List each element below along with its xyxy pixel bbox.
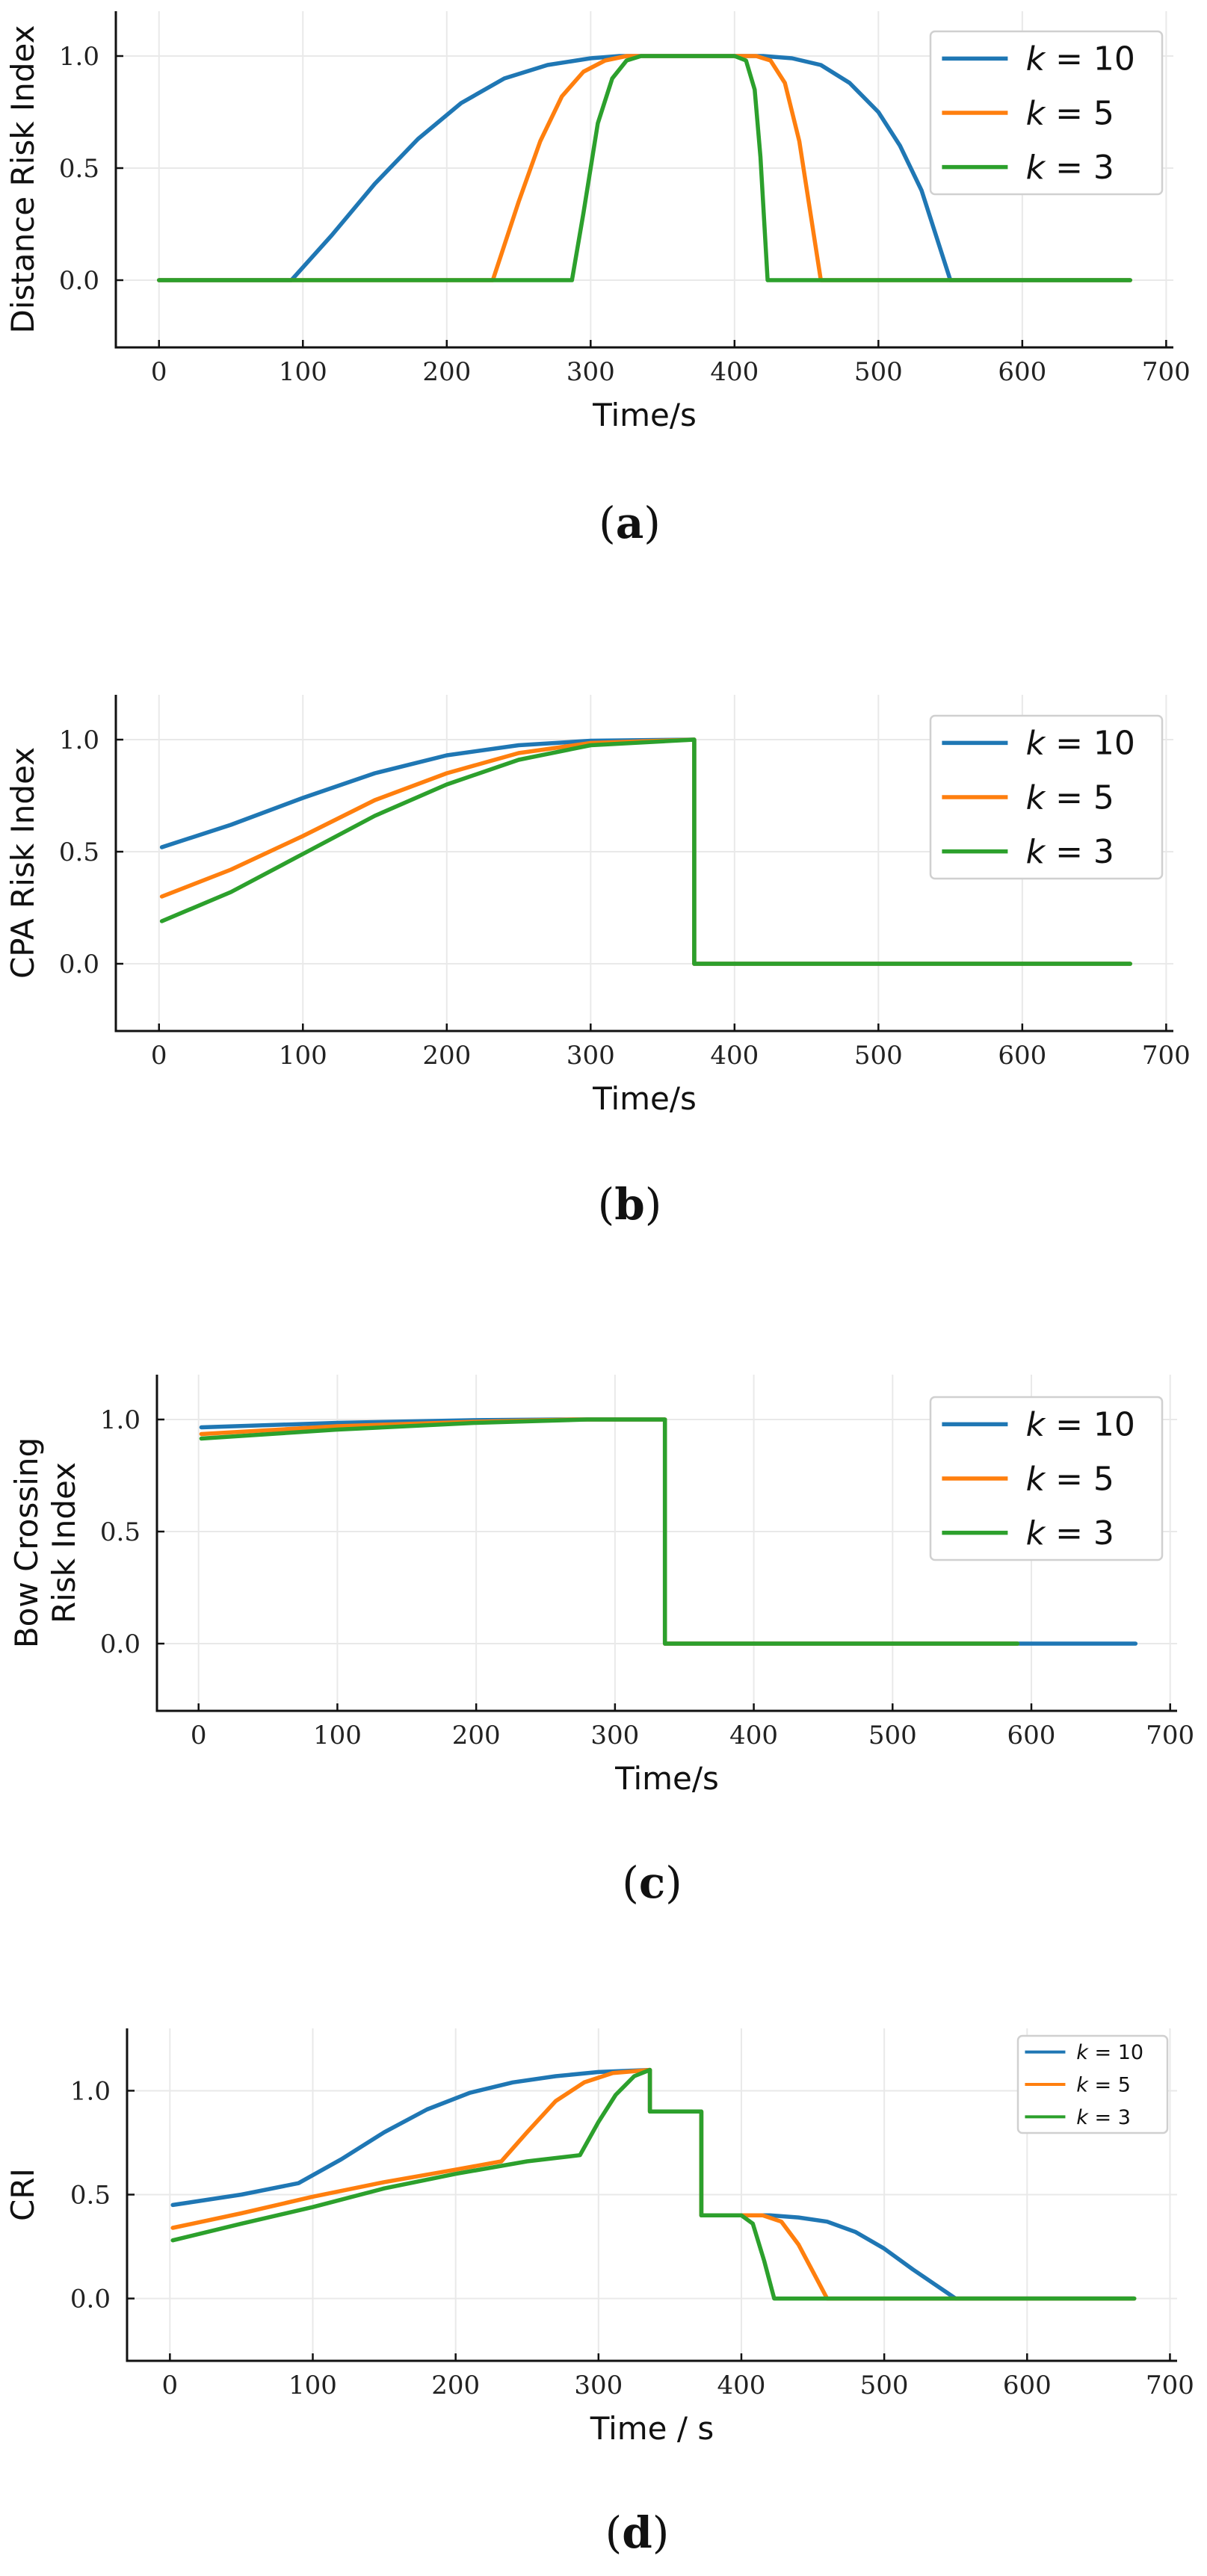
x-tick-label: 300 (567, 1041, 615, 1071)
x-tick-label: 600 (998, 1041, 1046, 1071)
x-tick-label: 700 (1146, 1721, 1194, 1750)
x-tick-label: 700 (1146, 2371, 1194, 2400)
y-tick-label: 0.5 (70, 2181, 111, 2211)
y-tick-label: 1.0 (100, 1405, 141, 1435)
series-line-k-5 (170, 2067, 1137, 2301)
x-tick-label: 600 (1007, 1721, 1056, 1750)
y-axis-label: Risk Index (46, 1462, 82, 1623)
series-line-k-10 (170, 2067, 1137, 2301)
panel-caption: (d) (605, 2507, 670, 2558)
x-tick-label: 100 (288, 2371, 337, 2400)
legend-frame (1016, 2034, 1169, 2134)
series-line-k-3 (199, 1417, 1020, 1646)
x-tick-label: 600 (1003, 2371, 1052, 2400)
x-axis-label: Time/s (592, 397, 697, 433)
legend-label: k = 3 (1026, 1514, 1114, 1552)
legend-label: k = 3 (1026, 833, 1114, 871)
legend-frame (929, 714, 1164, 880)
legend-label: k = 10 (1076, 2041, 1143, 2064)
y-tick-label: 0.5 (100, 1517, 141, 1547)
x-tick-label: 400 (717, 2371, 766, 2400)
legend-label: k = 5 (1026, 1460, 1114, 1498)
series-line-k-3 (157, 54, 1132, 282)
x-tick-label: 0 (151, 357, 167, 387)
x-tick-label: 400 (729, 1721, 778, 1750)
x-tick-label: 400 (710, 1041, 759, 1071)
y-tick-label: 0.0 (70, 2285, 111, 2315)
legend-label: k = 5 (1026, 94, 1114, 132)
y-tick-label: 0.5 (59, 837, 99, 867)
x-tick-label: 500 (868, 1721, 917, 1750)
x-tick-label: 400 (710, 357, 759, 387)
x-tick-label: 100 (313, 1721, 362, 1750)
series-line-k-5 (157, 54, 1132, 282)
x-axis-label: Time/s (614, 1760, 719, 1797)
legend: k = 10 k = 5 k = 3 (1016, 2034, 1169, 2134)
legend-label: k = 5 (1076, 2073, 1131, 2096)
y-tick-label: 0.0 (100, 1629, 141, 1659)
x-tick-label: 0 (191, 1721, 207, 1750)
x-tick-label: 200 (422, 1041, 471, 1071)
legend-label: k = 3 (1076, 2106, 1131, 2129)
panel-caption: (c) (622, 1857, 682, 1908)
legend-label: k = 10 (1026, 40, 1135, 78)
x-axis-label: Time/s (592, 1080, 697, 1117)
legend-frame (929, 30, 1164, 196)
x-tick-label: 200 (452, 1721, 501, 1750)
x-tick-label: 500 (860, 2371, 909, 2400)
x-tick-label: 200 (422, 357, 471, 387)
legend-frame (929, 1396, 1164, 1561)
x-tick-label: 500 (854, 1041, 903, 1071)
legend: k = 10 k = 5 k = 3 (929, 714, 1164, 880)
x-tick-label: 500 (854, 357, 903, 387)
legend: k = 10 k = 5 k = 3 (929, 30, 1164, 196)
x-tick-label: 600 (998, 357, 1046, 387)
x-axis-label: Time / s (590, 2410, 714, 2447)
series-line-k-3 (170, 2067, 1137, 2301)
x-tick-label: 100 (279, 357, 327, 387)
legend-label: k = 5 (1026, 778, 1114, 817)
x-tick-label: 300 (567, 357, 615, 387)
y-tick-label: 0.0 (59, 266, 99, 296)
x-tick-label: 300 (590, 1721, 639, 1750)
legend-label: k = 3 (1026, 149, 1114, 187)
panel-caption: (b) (598, 1179, 662, 1230)
chart-panel-a: 0 100 200 300 400 500 600 700 0.0 0.5 1.0 Time/s Dis… (4, 11, 1191, 548)
y-tick-label: 1.0 (59, 42, 99, 72)
x-tick-label: 0 (151, 1041, 167, 1071)
x-tick-label: 200 (431, 2371, 480, 2400)
chart-panel-c: 0 100 200 300 400 500 600 700 0.0 0.5 1.0 Time/s Bow… (8, 1375, 1194, 1908)
chart-panel-d: 0 100 200 300 400 500 600 700 0.0 0.5 1.0 Time / s C… (4, 2028, 1194, 2558)
x-tick-label: 300 (574, 2371, 623, 2400)
y-axis-label: Bow Crossing (8, 1437, 45, 1648)
x-tick-label: 700 (1142, 1041, 1191, 1071)
series-line-k-3 (159, 737, 1132, 966)
legend-label: k = 10 (1026, 1406, 1135, 1444)
legend: k = 10 k = 5 k = 3 (929, 1396, 1164, 1561)
y-tick-label: 1.0 (59, 725, 99, 755)
y-axis-label: CRI (4, 2168, 41, 2221)
panel-caption: (a) (599, 498, 661, 548)
y-axis-label: Distance Risk Index (4, 25, 41, 333)
x-tick-label: 700 (1142, 357, 1191, 387)
chart-panel-b: 0 100 200 300 400 500 600 700 0.0 0.5 1.0 Time/s CPA… (4, 695, 1191, 1230)
x-tick-label: 100 (279, 1041, 327, 1071)
legend-label: k = 10 (1026, 725, 1135, 763)
y-tick-label: 0.0 (59, 950, 99, 979)
y-tick-label: 0.5 (59, 154, 99, 184)
y-tick-label: 1.0 (70, 2076, 111, 2106)
x-tick-label: 0 (162, 2371, 179, 2400)
y-axis-label: CPA Risk Index (4, 747, 41, 979)
